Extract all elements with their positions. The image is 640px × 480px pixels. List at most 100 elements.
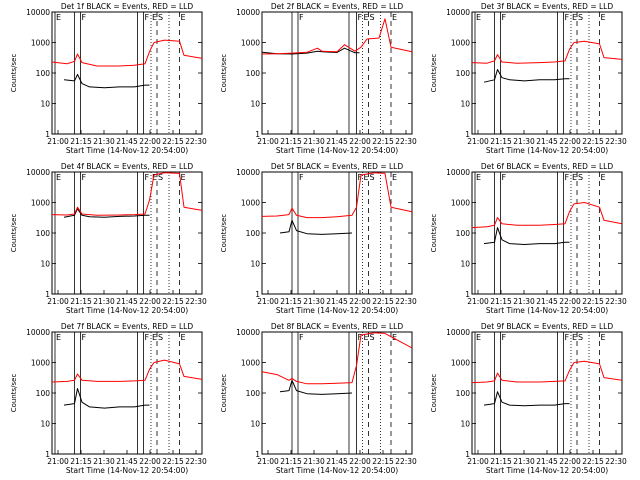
x-tick-label: 21:30 [513, 297, 535, 306]
panel-title: Det 4f BLACK = Events, RED = LLD [61, 162, 194, 171]
x-tick-label: 21:45 [536, 457, 558, 466]
x-tick-label: 22:30 [185, 137, 207, 146]
plot-frame [261, 171, 413, 295]
event-marker-label: E [56, 173, 61, 182]
x-tick-label: 21:15 [490, 457, 512, 466]
y-tick-label: 100 [456, 69, 471, 78]
event-marker-label: S [578, 13, 583, 22]
y-tick-label: 10000 [236, 328, 260, 337]
y-tick-label: 1 [255, 450, 260, 459]
x-tick-label: 22:30 [605, 297, 627, 306]
x-tick-label: 22:00 [139, 297, 161, 306]
y-tick-label: 1000 [31, 39, 50, 48]
y-tick-label: 1 [465, 130, 470, 139]
x-tick-label: 21:30 [303, 297, 325, 306]
y-axis-label: Counts/sec [220, 54, 228, 93]
x-tick-label: 21:30 [93, 457, 115, 466]
x-tick-label: 21:00 [467, 137, 489, 146]
event-marker-label: F [565, 13, 570, 22]
event-marker-label: F [145, 173, 150, 182]
y-axis-label: Counts/sec [430, 374, 438, 413]
plot-frame [261, 331, 413, 455]
event-marker-label: S [370, 333, 375, 342]
event-marker-label: F [145, 13, 150, 22]
x-tick-label: 22:00 [559, 137, 581, 146]
event-marker-label: F [145, 333, 150, 342]
x-tick-label: 22:00 [139, 457, 161, 466]
panel-title: Det 8f BLACK = Events, RED = LLD [271, 322, 404, 331]
series-line-events [63, 208, 150, 218]
x-axis-label: Start Time (14-Nov-12 20:54:00) [486, 146, 608, 155]
x-tick-label: 21:15 [70, 457, 92, 466]
x-axis-label: Start Time (14-Nov-12 20:54:00) [66, 146, 188, 155]
event-marker-label: E [181, 333, 186, 342]
event-marker-label: F [358, 173, 363, 182]
y-axis-label: Counts/sec [10, 54, 18, 93]
x-tick-label: 22:15 [582, 137, 604, 146]
event-marker-label: F [82, 13, 87, 22]
y-tick-label: 1000 [451, 359, 470, 368]
y-tick-label: 10 [250, 420, 260, 429]
series-line-events [483, 69, 570, 83]
event-marker-label: S [370, 13, 375, 22]
y-tick-label: 100 [246, 69, 261, 78]
y-axis-label: Counts/sec [10, 214, 18, 253]
panel-det-4: Det 4f BLACK = Events, RED = LLD 1 10 100 10… [10, 162, 207, 315]
x-tick-label: 21:45 [326, 297, 348, 306]
x-tick-label: 22:15 [372, 137, 394, 146]
y-tick-label: 10000 [446, 168, 470, 177]
event-marker-label: F [358, 13, 363, 22]
x-tick-label: 21:45 [116, 457, 138, 466]
series-line-events [63, 73, 150, 89]
x-tick-label: 21:45 [536, 137, 558, 146]
series-line-lld [471, 40, 623, 64]
y-axis-label: Counts/sec [220, 374, 228, 413]
event-marker-label: F [502, 173, 507, 182]
x-tick-label: 22:00 [349, 297, 371, 306]
x-axis-label: Start Time (14-Nov-12 20:54:00) [66, 306, 188, 315]
series-line-events [279, 379, 353, 395]
series-line-lld [261, 172, 413, 219]
x-tick-label: 21:00 [257, 457, 279, 466]
x-tick-label: 21:30 [513, 137, 535, 146]
y-tick-label: 100 [456, 389, 471, 398]
x-tick-label: 22:30 [395, 137, 417, 146]
event-marker-label: S [158, 333, 163, 342]
x-tick-label: 21:15 [280, 137, 302, 146]
series-line-events [279, 219, 353, 235]
x-tick-label: 21:00 [467, 297, 489, 306]
x-tick-label: 21:45 [116, 297, 138, 306]
y-tick-label: 1 [45, 450, 50, 459]
series-line-events [483, 391, 570, 407]
x-tick-label: 21:15 [280, 457, 302, 466]
y-tick-label: 1 [45, 290, 50, 299]
y-tick-label: 100 [246, 389, 261, 398]
event-marker-label: E [476, 173, 481, 182]
x-tick-label: 22:30 [605, 137, 627, 146]
event-marker-label: F [82, 173, 87, 182]
x-tick-label: 22:15 [582, 297, 604, 306]
series-line-lld [51, 39, 203, 67]
panel-det-1: Det 1f BLACK = Events, RED = LLD 1 10 100 10… [10, 2, 207, 155]
x-tick-label: 22:00 [559, 297, 581, 306]
panel-title: Det 7f BLACK = Events, RED = LLD [61, 322, 194, 331]
event-marker-label: E [364, 13, 369, 22]
event-marker-label: S [578, 173, 583, 182]
x-tick-label: 22:00 [139, 137, 161, 146]
x-tick-label: 21:30 [93, 137, 115, 146]
y-tick-label: 1000 [451, 199, 470, 208]
panel-title: Det 3f BLACK = Events, RED = LLD [481, 2, 614, 11]
y-tick-label: 100 [36, 69, 51, 78]
x-tick-label: 22:15 [582, 457, 604, 466]
event-marker-label: S [158, 13, 163, 22]
series-line-lld [261, 18, 413, 55]
event-marker-label: E [181, 13, 186, 22]
x-tick-label: 22:15 [162, 457, 184, 466]
event-marker-label: E [572, 333, 577, 342]
panel-title: Det 9f BLACK = Events, RED = LLD [481, 322, 614, 331]
event-marker-label: E [181, 173, 186, 182]
plot-frame [261, 11, 413, 135]
x-tick-label: 22:00 [349, 137, 371, 146]
x-tick-label: 22:30 [185, 297, 207, 306]
